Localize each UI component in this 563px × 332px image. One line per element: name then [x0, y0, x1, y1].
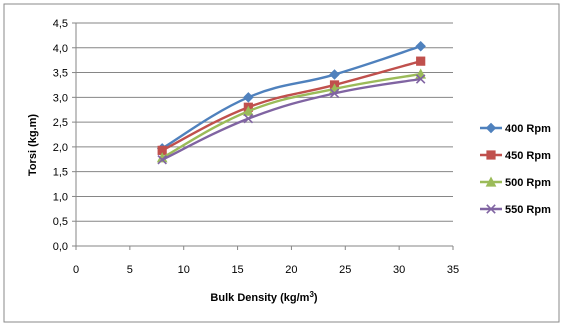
series-line	[161, 72, 421, 159]
legend-label: 450 Rpm	[505, 150, 551, 162]
x-tick-label: 10	[178, 264, 190, 276]
marker-stroke	[157, 155, 167, 165]
y-tick-label: 2,5	[53, 117, 68, 129]
legend: 400 Rpm 450 Rpm 500 Rpm 550 Rpm	[480, 122, 551, 216]
x-axis-title-main: Bulk Density (kg/m	[210, 292, 309, 304]
legend-label: 400 Rpm	[505, 123, 551, 135]
x-tick-label: 20	[285, 264, 297, 276]
series-line	[161, 60, 422, 152]
legend-item: 500 Rpm	[480, 176, 551, 189]
marker-stroke	[486, 204, 496, 214]
data-point	[415, 74, 426, 84]
y-tick-label: 1,5	[53, 167, 68, 179]
data-point	[242, 105, 254, 116]
gridlines	[76, 22, 453, 222]
series	[156, 41, 427, 165]
marker-stroke	[329, 88, 340, 99]
series-line	[161, 77, 421, 161]
x-axis-title-end: )	[314, 292, 318, 304]
axes: 0,0 0,5 1,0 1,5 2,0 2,5 3,0 3,5 4,0 4,5 0 5 10 15 20 25…	[53, 18, 459, 276]
x-tick-label: 25	[339, 264, 351, 276]
legend-marker	[485, 122, 497, 134]
legend-item: 550 Rpm	[480, 204, 551, 216]
x-axis-title: Bulk Density (kg/m3)	[210, 290, 317, 304]
y-tick-label: 2,0	[53, 142, 68, 154]
y-tick-label: 1,0	[53, 191, 68, 203]
y-tick-label: 4,5	[53, 18, 68, 30]
x-tick-label: 0	[73, 264, 79, 276]
marker-stroke	[243, 113, 254, 124]
chart-frame	[3, 3, 560, 323]
data-point	[329, 69, 340, 80]
data-point	[157, 155, 167, 165]
legend-marker	[486, 150, 496, 160]
data-point	[243, 92, 254, 103]
legend-marker	[485, 176, 497, 187]
y-tick-label: 3,0	[53, 92, 68, 104]
data-point	[416, 56, 426, 66]
data-point	[415, 41, 426, 52]
y-tick-label: 0,5	[53, 216, 68, 228]
legend-marker	[486, 204, 496, 214]
x-axis-title-sup: 3	[309, 290, 314, 299]
marker-stroke	[415, 74, 426, 84]
legend-label: 500 Rpm	[505, 177, 551, 189]
data-point	[329, 88, 340, 99]
x-tick-label: 5	[127, 264, 133, 276]
data-point	[243, 113, 254, 124]
y-tick-label: 0,0	[53, 241, 68, 253]
legend-label: 550 Rpm	[505, 204, 551, 216]
series-line	[161, 45, 422, 150]
y-axis-title: Torsi (kg.m)	[27, 114, 39, 176]
x-tick-label: 35	[447, 264, 459, 276]
series-550-rpm	[157, 74, 426, 165]
y-tick-label: 4,0	[53, 43, 68, 55]
legend-item: 450 Rpm	[480, 150, 551, 162]
y-tick-label: 3,5	[53, 68, 68, 80]
x-tick-label: 30	[393, 264, 405, 276]
x-tick-label: 15	[231, 264, 243, 276]
legend-item: 400 Rpm	[480, 122, 551, 135]
